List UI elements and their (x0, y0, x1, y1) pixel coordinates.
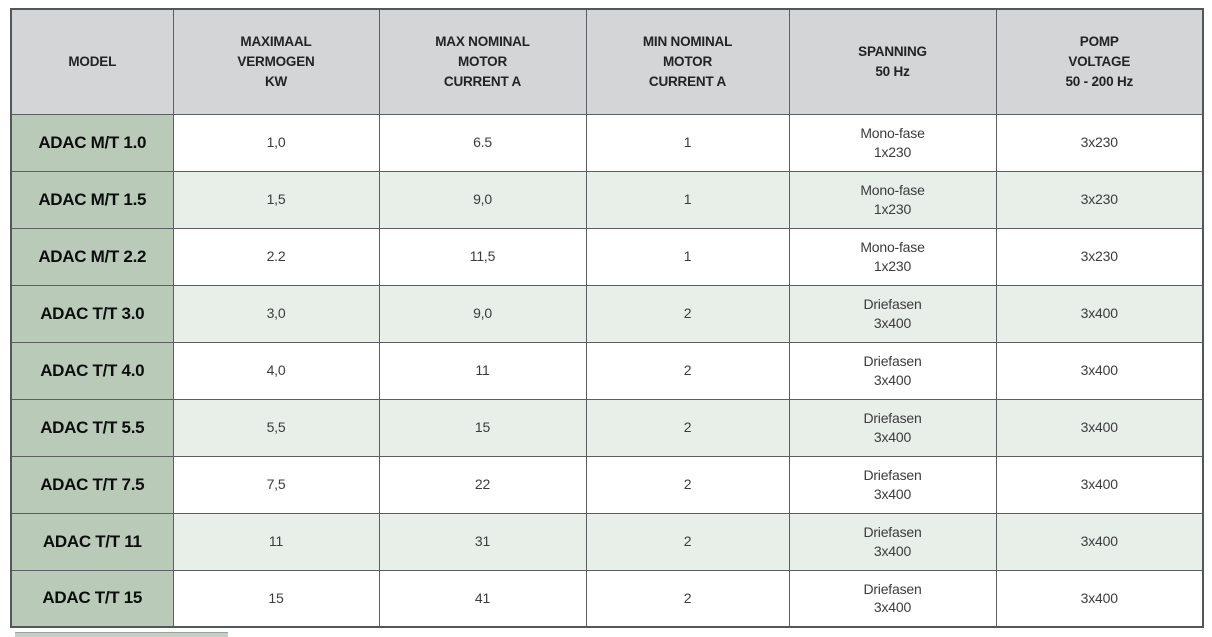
value-cell-spanning_50hz: Driefasen 3x400 (788, 398, 997, 457)
model-name-cell: ADAC T/T 4.0 (10, 341, 174, 400)
value-cell-max_nominal_current_a: 41 (378, 569, 587, 628)
value-cell-pomp_voltage: 3x230 (995, 113, 1204, 172)
value-cell-pomp_voltage: 3x230 (995, 170, 1204, 229)
value-cell-min_nominal_current_a: 2 (585, 455, 790, 514)
column-header-max-current: MAX NOMINAL MOTOR CURRENT A (378, 8, 587, 115)
value-cell-spanning_50hz: Driefasen 3x400 (788, 284, 997, 343)
value-cell-max_vermogen_kw: 15 (172, 569, 380, 628)
model-name-cell: ADAC T/T 7.5 (10, 455, 174, 514)
cutoff-next-element (15, 632, 228, 637)
model-name-cell: ADAC M/T 1.0 (10, 113, 174, 172)
column-header-spanning: SPANNING 50 Hz (788, 8, 997, 115)
value-cell-min_nominal_current_a: 2 (585, 341, 790, 400)
value-cell-max_nominal_current_a: 22 (378, 455, 587, 514)
model-name-cell: ADAC M/T 2.2 (10, 227, 174, 286)
value-cell-max_vermogen_kw: 1,0 (172, 113, 380, 172)
value-cell-max_nominal_current_a: 11,5 (378, 227, 587, 286)
table-row: ADAC T/T 5.5 5,5 15 2 Driefasen 3x400 3x400 (10, 398, 1204, 457)
model-name-cell: ADAC T/T 3.0 (10, 284, 174, 343)
value-cell-spanning_50hz: Driefasen 3x400 (788, 341, 997, 400)
column-header-min-current: MIN NOMINAL MOTOR CURRENT A (585, 8, 790, 115)
column-header-model: MODEL (10, 8, 174, 115)
model-name-cell: ADAC T/T 15 (10, 569, 174, 628)
value-cell-pomp_voltage: 3x400 (995, 569, 1204, 628)
pump-spec-table: MODEL MAXIMAAL VERMOGEN KW MAX NOMINAL MOTOR C… (10, 8, 1204, 628)
table-row: ADAC M/T 1.0 1,0 6.5 1 Mono-fase 1x230 3x230 (10, 113, 1204, 172)
value-cell-max_nominal_current_a: 6.5 (378, 113, 587, 172)
table-row: ADAC T/T 3.0 3,0 9,0 2 Driefasen 3x400 3x400 (10, 284, 1204, 343)
table-row: ADAC T/T 4.0 4,0 11 2 Driefasen 3x400 3x400 (10, 341, 1204, 400)
value-cell-max_vermogen_kw: 5,5 (172, 398, 380, 457)
value-cell-min_nominal_current_a: 2 (585, 569, 790, 628)
value-cell-min_nominal_current_a: 1 (585, 170, 790, 229)
value-cell-max_vermogen_kw: 11 (172, 512, 380, 571)
column-header-pomp-voltage: POMP VOLTAGE 50 - 200 Hz (995, 8, 1204, 115)
table-row: ADAC M/T 2.2 2.2 11,5 1 Mono-fase 1x230 3x230 (10, 227, 1204, 286)
table-row: ADAC T/T 15 15 41 2 Driefasen 3x400 3x400 (10, 569, 1204, 628)
value-cell-max_nominal_current_a: 9,0 (378, 284, 587, 343)
value-cell-min_nominal_current_a: 2 (585, 512, 790, 571)
value-cell-pomp_voltage: 3x400 (995, 398, 1204, 457)
value-cell-min_nominal_current_a: 1 (585, 113, 790, 172)
value-cell-max_vermogen_kw: 3,0 (172, 284, 380, 343)
value-cell-max_vermogen_kw: 2.2 (172, 227, 380, 286)
model-name-cell: ADAC T/T 11 (10, 512, 174, 571)
value-cell-pomp_voltage: 3x400 (995, 512, 1204, 571)
value-cell-spanning_50hz: Driefasen 3x400 (788, 512, 997, 571)
value-cell-pomp_voltage: 3x230 (995, 227, 1204, 286)
value-cell-max_nominal_current_a: 31 (378, 512, 587, 571)
value-cell-max_vermogen_kw: 7,5 (172, 455, 380, 514)
table-row: ADAC T/T 11 11 31 2 Driefasen 3x400 3x400 (10, 512, 1204, 571)
value-cell-min_nominal_current_a: 1 (585, 227, 790, 286)
header-row: MODEL MAXIMAAL VERMOGEN KW MAX NOMINAL MOTOR C… (10, 8, 1204, 115)
value-cell-pomp_voltage: 3x400 (995, 284, 1204, 343)
value-cell-max_vermogen_kw: 4,0 (172, 341, 380, 400)
value-cell-spanning_50hz: Mono-fase 1x230 (788, 113, 997, 172)
value-cell-max_vermogen_kw: 1,5 (172, 170, 380, 229)
value-cell-max_nominal_current_a: 9,0 (378, 170, 587, 229)
model-name-cell: ADAC M/T 1.5 (10, 170, 174, 229)
column-header-max-vermogen: MAXIMAAL VERMOGEN KW (172, 8, 380, 115)
table-row: ADAC M/T 1.5 1,5 9,0 1 Mono-fase 1x230 3x230 (10, 170, 1204, 229)
value-cell-spanning_50hz: Mono-fase 1x230 (788, 227, 997, 286)
value-cell-min_nominal_current_a: 2 (585, 284, 790, 343)
value-cell-pomp_voltage: 3x400 (995, 455, 1204, 514)
model-name-cell: ADAC T/T 5.5 (10, 398, 174, 457)
value-cell-max_nominal_current_a: 15 (378, 398, 587, 457)
value-cell-pomp_voltage: 3x400 (995, 341, 1204, 400)
value-cell-spanning_50hz: Driefasen 3x400 (788, 455, 997, 514)
value-cell-min_nominal_current_a: 2 (585, 398, 790, 457)
value-cell-spanning_50hz: Mono-fase 1x230 (788, 170, 997, 229)
table-body: ADAC M/T 1.0 1,0 6.5 1 Mono-fase 1x230 3x230 AD… (10, 113, 1204, 628)
value-cell-spanning_50hz: Driefasen 3x400 (788, 569, 997, 628)
adac-models-table: MODEL MAXIMAAL VERMOGEN KW MAX NOMINAL MOTOR C… (10, 8, 1204, 628)
value-cell-max_nominal_current_a: 11 (378, 341, 587, 400)
table-row: ADAC T/T 7.5 7,5 22 2 Driefasen 3x400 3x400 (10, 455, 1204, 514)
